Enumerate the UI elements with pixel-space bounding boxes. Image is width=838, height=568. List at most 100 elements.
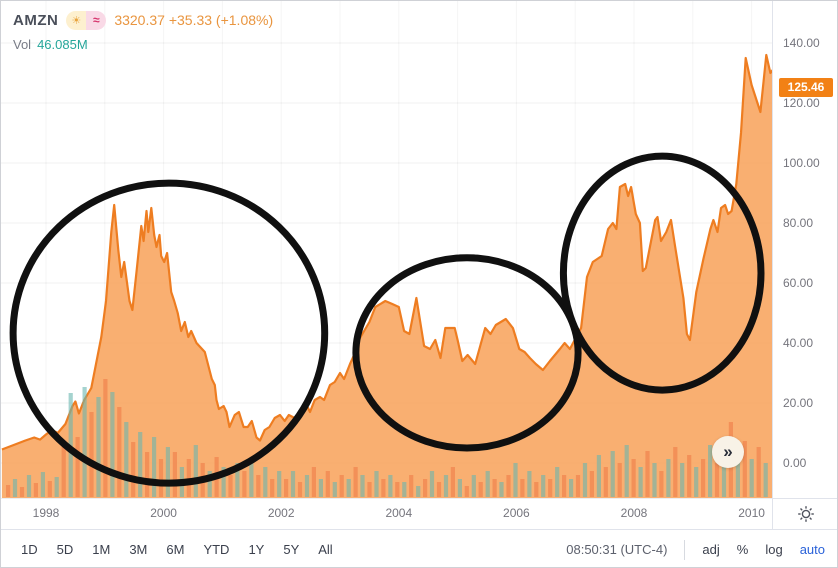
range-button-1d[interactable]: 1D <box>21 542 38 557</box>
volume-bar-down <box>339 475 344 497</box>
volume-bar-up <box>499 482 504 497</box>
time-axis[interactable]: 1998 2000 2002 2004 2006 2008 2010 <box>1 498 772 529</box>
scale-option-adj[interactable]: adj <box>702 542 720 557</box>
volume-bar-down <box>103 379 108 497</box>
time-tick-label: 2006 <box>503 506 530 520</box>
volume-bar-up <box>124 422 129 497</box>
volume-bar-up <box>555 467 560 497</box>
symbol-badges: ☀ ≈ <box>66 10 107 30</box>
volume-bar-down <box>492 479 497 497</box>
volume-bar-up <box>165 447 170 497</box>
clock-label: 08:50:31 (UTC-4) <box>566 542 668 557</box>
price-tick-label: 0.00 <box>783 456 807 470</box>
volume-bar-down <box>297 482 303 497</box>
scale-option-log[interactable]: log <box>765 542 783 557</box>
volume-bar-up <box>290 471 296 497</box>
volume-bar-down <box>562 475 567 497</box>
volume-bar-up <box>541 475 546 497</box>
volume-bar-up <box>12 479 18 497</box>
range-button-3m[interactable]: 3M <box>129 542 148 557</box>
range-button-5d[interactable]: 5D <box>56 542 74 557</box>
volume-bar-down <box>659 471 664 497</box>
volume-bar-down <box>756 447 761 497</box>
volume-bar-down <box>575 475 581 497</box>
volume-bar-up <box>485 471 490 497</box>
volume-bar-up <box>708 445 713 497</box>
axis-settings-corner[interactable] <box>772 498 837 529</box>
volume-bar-down <box>450 467 455 497</box>
volume-bar-up <box>680 463 685 497</box>
volume-bar-up <box>416 486 421 497</box>
volume-bar-up <box>582 463 588 497</box>
price-axis[interactable]: 125.46 140.00 120.00 100.00 80.00 60.00 40.00… <box>772 1 837 498</box>
price-tick-label: 60.00 <box>783 276 814 290</box>
volume-bar-up <box>596 455 601 497</box>
range-button-ytd[interactable]: YTD <box>203 542 230 557</box>
annotation-circle <box>9 179 329 487</box>
volume-bar-down <box>409 475 414 497</box>
volume-bar-down <box>47 481 52 497</box>
volume-bar-down <box>478 482 483 497</box>
chevron-double-right-icon: » <box>723 441 733 461</box>
volume-bar-down <box>284 479 289 497</box>
symbol-label[interactable]: AMZN <box>13 11 59 29</box>
last-price-label: 125.46 <box>779 77 833 97</box>
volume-bar-up <box>40 472 45 497</box>
volume-bar-up <box>457 479 462 497</box>
volume-bar-down <box>506 475 511 497</box>
range-button-5y[interactable]: 5Y <box>283 542 300 557</box>
volume-bar-up <box>360 475 365 497</box>
range-button-6m[interactable]: 6M <box>166 542 185 557</box>
range-button-1y[interactable]: 1Y <box>248 542 265 557</box>
scale-option-percent[interactable]: % <box>736 542 749 557</box>
volume-bar-up <box>624 445 629 497</box>
volume-bar-down <box>520 479 525 497</box>
annotation-circle <box>352 254 582 452</box>
annotation-circle <box>559 152 765 394</box>
volume-bar-down <box>395 482 400 497</box>
volume-bar-down <box>701 459 706 497</box>
volume-bar-up <box>249 459 254 497</box>
volume-bar-down <box>89 412 94 497</box>
price-change-label: 3320.37 +35.33 (+1.08%) <box>114 12 274 28</box>
expand-panel-button[interactable]: » <box>712 436 744 468</box>
auto-scale-button[interactable]: auto <box>799 542 825 557</box>
volume-label: Vol <box>13 37 32 52</box>
gear-icon <box>798 506 814 522</box>
price-tick-label: 20.00 <box>783 396 814 410</box>
volume-bar-up <box>569 479 574 497</box>
volume-bar-down <box>117 407 122 497</box>
price-area-fill <box>1 55 772 498</box>
volume-bar-down <box>645 451 650 497</box>
volume-bar-up <box>374 471 379 497</box>
volume-bar-up <box>110 392 115 497</box>
volume-bar-down <box>673 447 678 497</box>
time-tick-label: 2010 <box>738 506 765 520</box>
volume-bar-up <box>26 475 32 497</box>
volume-bar-down <box>464 486 469 497</box>
volume-bar-up <box>735 451 740 497</box>
volume-value: 46.085M <box>37 37 88 52</box>
volume-bar-down <box>172 452 177 497</box>
price-tick-label: 100.00 <box>783 156 820 170</box>
volume-bar-up <box>652 463 657 497</box>
volume-bar-down <box>687 455 692 497</box>
volume-bar-up <box>54 477 59 497</box>
volume-bar-up <box>402 482 407 497</box>
price-line <box>1 53 772 451</box>
range-button-all[interactable]: All <box>318 542 333 557</box>
volume-bar-down <box>436 482 442 497</box>
time-tick-label: 2000 <box>150 506 177 520</box>
volume-bar-down <box>61 447 66 497</box>
volume-bar-down <box>325 471 330 497</box>
range-button-1m[interactable]: 1M <box>92 542 111 557</box>
price-chart-canvas[interactable] <box>1 1 772 498</box>
volume-bar-up <box>471 475 476 497</box>
volume-bar-up <box>763 463 768 497</box>
volume-bar-down <box>186 459 191 497</box>
time-tick-label: 1998 <box>32 506 60 520</box>
volume-bar-up <box>332 482 337 497</box>
chart-legend: AMZN ☀ ≈ 3320.37 +35.33 (+1.08%) Vol 46.0… <box>13 9 273 52</box>
volume-bar-up <box>666 459 671 497</box>
